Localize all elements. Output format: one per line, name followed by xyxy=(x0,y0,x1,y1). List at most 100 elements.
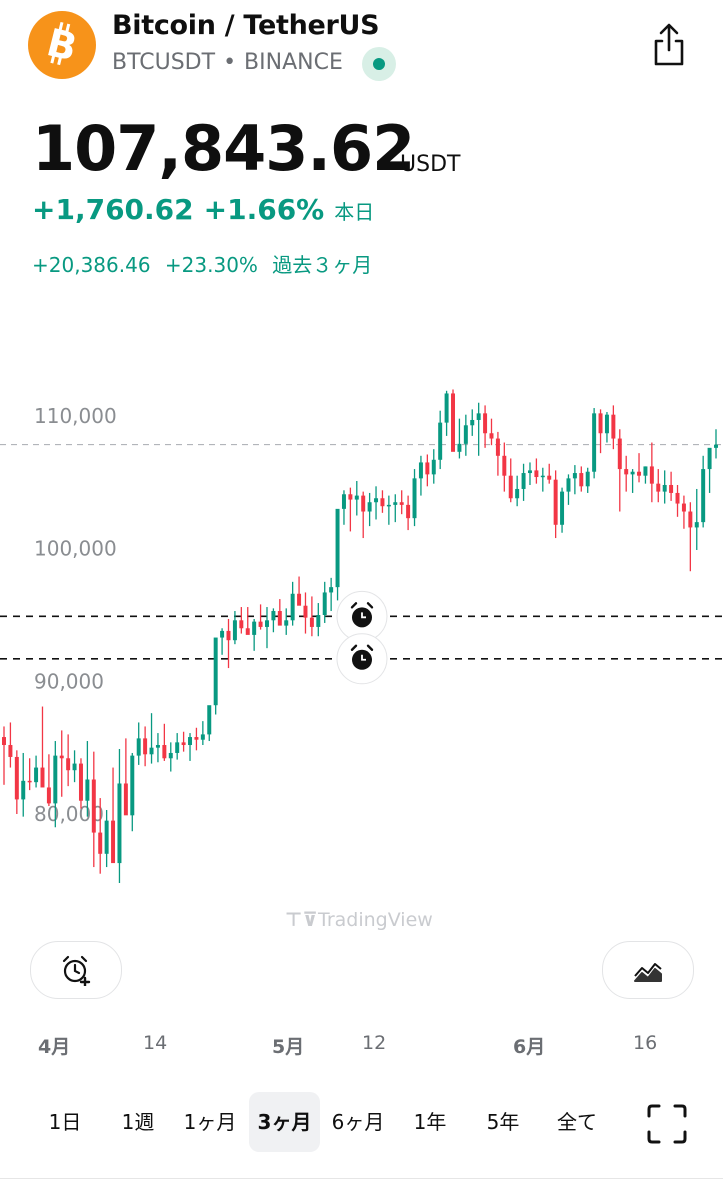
candle xyxy=(188,733,193,761)
fullscreen-button[interactable] xyxy=(646,1103,688,1145)
candle xyxy=(534,458,539,484)
candle xyxy=(354,481,359,516)
candle xyxy=(168,742,173,772)
candle xyxy=(341,490,346,525)
candle xyxy=(72,750,77,783)
candle xyxy=(444,390,449,436)
candle xyxy=(78,758,83,809)
bitcoin-logo-icon: B xyxy=(28,11,96,79)
candle xyxy=(540,467,545,492)
add-alert-button[interactable] xyxy=(30,941,122,999)
candle xyxy=(136,722,141,765)
alarm-add-icon xyxy=(62,955,91,986)
candle xyxy=(335,508,340,601)
candle xyxy=(681,495,686,529)
candle xyxy=(104,810,109,868)
last-price: 107,843.62 xyxy=(32,112,415,185)
candle xyxy=(675,484,680,517)
range-1y-button[interactable]: 1年 xyxy=(413,1110,447,1134)
candle xyxy=(361,491,366,539)
period-change-abs: +20,386.46 xyxy=(32,253,151,277)
candle xyxy=(502,442,507,492)
candle xyxy=(117,748,122,883)
range-1w-button[interactable]: 1週 xyxy=(121,1110,155,1134)
ticker-symbol: BTCUSDT xyxy=(112,50,216,75)
range-1d-button[interactable]: 1日 xyxy=(48,1110,82,1134)
tradingview-logo-icon: ⊤⊽ xyxy=(285,909,318,931)
candle xyxy=(143,726,148,767)
candle xyxy=(2,726,6,785)
period-change-pct: +23.30% xyxy=(164,253,258,277)
candle xyxy=(46,754,51,807)
candle xyxy=(322,581,327,623)
candle xyxy=(245,607,250,635)
candle xyxy=(521,463,526,501)
candle xyxy=(232,611,237,645)
candle xyxy=(688,502,693,572)
candle xyxy=(348,487,353,532)
time-label-14: 14 xyxy=(143,1032,168,1054)
candle xyxy=(309,596,314,637)
time-label-jun: 6月 xyxy=(513,1036,546,1058)
candle xyxy=(669,471,674,501)
candle xyxy=(297,576,302,606)
candle xyxy=(271,608,276,633)
time-label-16: 16 xyxy=(633,1032,658,1054)
candle xyxy=(258,604,263,630)
candle xyxy=(412,469,417,527)
alert-alarm-icon[interactable] xyxy=(336,633,388,685)
exchange-name: BINANCE xyxy=(244,50,343,75)
candle xyxy=(386,495,391,525)
candle xyxy=(130,752,135,832)
candle xyxy=(53,741,58,828)
candle xyxy=(277,599,282,626)
time-label-apr: 4月 xyxy=(38,1036,71,1058)
candle xyxy=(284,608,289,635)
daily-change: +1,760.62 +1.66% 本日 xyxy=(32,193,374,226)
range-6m-button[interactable]: 6ヶ月 xyxy=(331,1110,385,1134)
daily-change-label: 本日 xyxy=(334,200,375,224)
candle xyxy=(21,752,26,817)
candle xyxy=(239,607,244,634)
candle xyxy=(155,733,160,763)
time-axis: 4月 14 5月 12 6月 16 xyxy=(0,1032,723,1062)
candle xyxy=(572,465,577,495)
candle xyxy=(123,738,128,816)
candle xyxy=(604,412,609,443)
y-tick-label: 100,000 xyxy=(34,537,117,561)
y-tick-label: 110,000 xyxy=(34,404,117,428)
candle xyxy=(630,469,635,493)
candle xyxy=(207,705,212,742)
candle xyxy=(85,741,90,817)
candle xyxy=(220,628,225,655)
candle xyxy=(399,490,404,515)
chart-style-button[interactable] xyxy=(602,941,694,999)
watermark-text: TradingView xyxy=(317,909,433,931)
time-label-may: 5月 xyxy=(272,1036,305,1058)
candle xyxy=(316,603,321,637)
candle xyxy=(483,405,488,448)
bottom-divider xyxy=(0,1178,723,1179)
candle xyxy=(701,455,706,528)
candle xyxy=(585,467,590,493)
candle xyxy=(59,730,64,797)
candle xyxy=(560,487,565,533)
candle xyxy=(457,418,462,459)
range-all-button[interactable]: 全て xyxy=(557,1110,597,1134)
candle xyxy=(611,405,616,450)
range-3m-button[interactable]: 3ヶ月 xyxy=(249,1092,320,1152)
share-button[interactable] xyxy=(642,18,696,72)
candle xyxy=(149,713,154,764)
share-icon xyxy=(654,23,684,66)
candle xyxy=(175,733,180,760)
candle xyxy=(66,734,71,787)
symbol-subtitle: BTCUSDT • BINANCE xyxy=(112,50,343,75)
candle xyxy=(425,454,430,487)
candle xyxy=(714,429,718,459)
candle xyxy=(27,758,32,791)
candle xyxy=(252,618,257,651)
range-5y-button[interactable]: 5年 xyxy=(486,1110,520,1134)
candle xyxy=(662,470,667,504)
range-1m-button[interactable]: 1ヶ月 xyxy=(183,1110,237,1134)
